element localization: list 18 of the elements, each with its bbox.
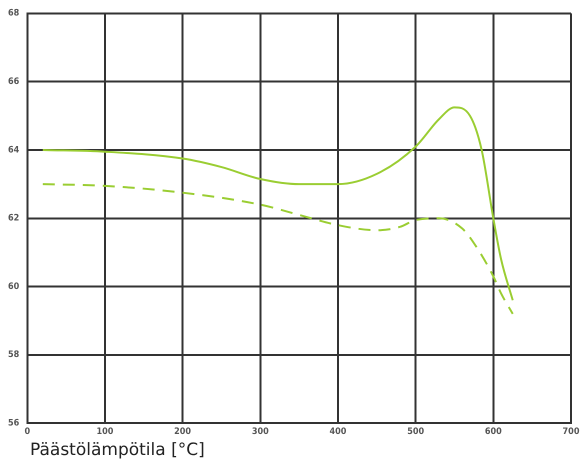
x-tick-label: 300: [252, 426, 270, 437]
y-tick-label: 68: [8, 8, 20, 19]
x-tick-label: 500: [407, 426, 424, 437]
y-tick-label: 66: [8, 77, 20, 88]
x-tick-label: 0: [24, 426, 30, 437]
x-tick-label: 400: [330, 426, 347, 437]
y-tick-label: 56: [8, 418, 20, 429]
y-tick-label: 62: [8, 214, 20, 224]
x-tick-label: 600: [484, 426, 502, 437]
y-tick-label: 60: [8, 282, 20, 292]
y-tick-label: 58: [8, 350, 20, 360]
x-tick-label: 700: [562, 426, 580, 437]
x-axis-title: Päästölämpötila [°C]: [30, 440, 205, 460]
x-tick-label: 200: [174, 426, 192, 437]
y-tick-label: 64: [8, 145, 20, 156]
line-series: [42, 106, 514, 302]
line-series: [42, 183, 514, 315]
x-tick-label: 100: [96, 426, 114, 437]
